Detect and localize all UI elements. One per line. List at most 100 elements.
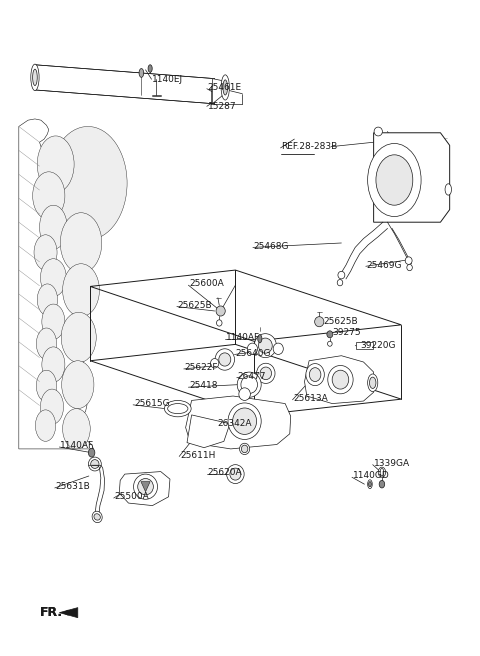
Ellipse shape [221,75,229,100]
Polygon shape [356,342,372,350]
Ellipse shape [374,127,383,136]
Polygon shape [212,79,225,104]
Ellipse shape [91,460,99,468]
Text: 26342A: 26342A [217,419,252,428]
Text: 25418: 25418 [189,381,218,390]
Text: FR.: FR. [39,606,63,619]
Text: 39275: 39275 [332,328,361,337]
Ellipse shape [306,363,324,386]
Ellipse shape [36,328,57,359]
Polygon shape [187,415,230,447]
Ellipse shape [380,468,384,476]
Ellipse shape [33,69,37,85]
Ellipse shape [332,370,349,389]
Text: 39220G: 39220G [360,340,396,350]
Text: 25640G: 25640G [235,349,271,358]
Text: 25615G: 25615G [134,399,169,408]
Ellipse shape [241,445,248,453]
Ellipse shape [233,408,257,434]
Text: FR.: FR. [39,606,63,619]
Ellipse shape [60,213,102,273]
Ellipse shape [327,331,333,338]
Text: 26477: 26477 [238,372,266,381]
Ellipse shape [36,370,57,401]
Text: 25600A: 25600A [189,279,224,289]
Text: 1140AF: 1140AF [60,441,95,450]
Text: 25613A: 25613A [293,394,328,403]
Ellipse shape [61,361,94,409]
Polygon shape [19,119,94,449]
Text: 25625B: 25625B [323,318,358,326]
Ellipse shape [34,235,57,270]
Polygon shape [60,607,78,618]
Ellipse shape [328,365,353,394]
Ellipse shape [139,68,144,77]
Ellipse shape [94,514,100,520]
Text: 25500A: 25500A [115,492,149,501]
Polygon shape [119,472,170,506]
Ellipse shape [133,474,157,499]
Ellipse shape [273,343,283,354]
Ellipse shape [40,258,66,297]
Circle shape [376,155,413,205]
Text: 1140GD: 1140GD [353,472,390,480]
Ellipse shape [237,372,261,398]
Ellipse shape [138,478,154,495]
Text: 1339GA: 1339GA [373,459,410,468]
Ellipse shape [309,367,321,382]
Ellipse shape [239,388,251,400]
Ellipse shape [61,312,96,363]
Ellipse shape [216,306,225,316]
Polygon shape [186,396,291,449]
Text: 25625B: 25625B [178,301,213,310]
Ellipse shape [370,377,376,388]
Ellipse shape [88,457,101,471]
Text: 25461E: 25461E [208,83,242,92]
Ellipse shape [37,136,74,193]
Ellipse shape [240,443,250,455]
Ellipse shape [247,343,257,354]
Ellipse shape [227,464,244,483]
Ellipse shape [92,511,102,523]
Ellipse shape [257,363,275,383]
Ellipse shape [33,172,65,220]
Ellipse shape [258,335,262,343]
Polygon shape [35,65,215,104]
Text: 1140EJ: 1140EJ [153,75,183,84]
Polygon shape [141,482,150,492]
Ellipse shape [228,403,261,440]
Ellipse shape [369,482,372,487]
Circle shape [88,448,95,457]
Ellipse shape [216,320,222,326]
Text: 1140AF: 1140AF [226,333,260,342]
Ellipse shape [165,400,191,417]
Text: 15287: 15287 [208,102,236,111]
Circle shape [379,480,384,488]
Text: REF.28-283B: REF.28-283B [281,142,338,151]
Ellipse shape [223,80,228,95]
Polygon shape [373,133,450,222]
Ellipse shape [62,264,99,317]
Ellipse shape [254,334,276,358]
Ellipse shape [368,374,378,392]
Ellipse shape [215,349,234,370]
Ellipse shape [337,279,343,286]
Ellipse shape [327,341,332,346]
Ellipse shape [40,389,63,424]
Ellipse shape [31,64,39,91]
Polygon shape [304,356,373,403]
Ellipse shape [37,284,58,316]
Ellipse shape [42,347,65,382]
Ellipse shape [407,264,412,271]
Ellipse shape [368,480,372,489]
Ellipse shape [258,338,272,353]
Ellipse shape [230,468,241,480]
Text: 25631B: 25631B [56,482,90,491]
Circle shape [378,467,385,478]
Text: 25620A: 25620A [208,468,242,478]
Ellipse shape [445,184,452,195]
Text: 25468G: 25468G [254,241,289,251]
Ellipse shape [315,317,324,327]
Ellipse shape [39,205,67,249]
Ellipse shape [36,410,56,441]
